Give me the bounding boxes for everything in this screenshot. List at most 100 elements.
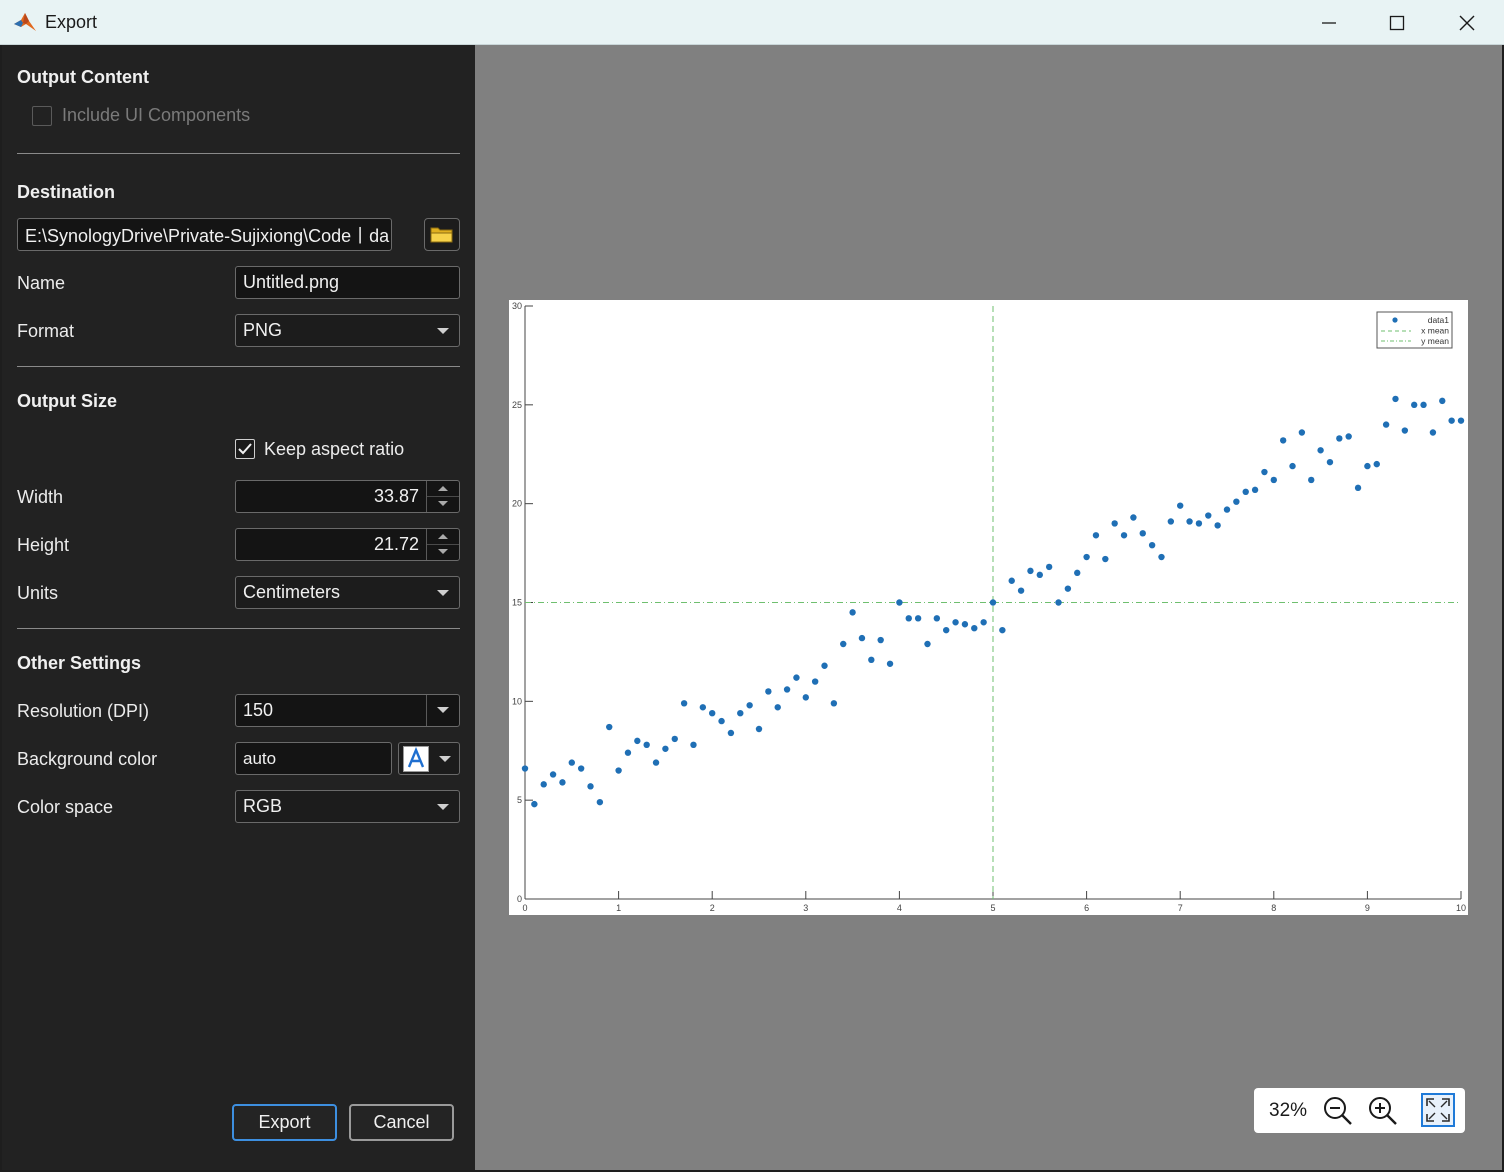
data-point <box>896 599 903 606</box>
stepper-divider <box>427 496 459 497</box>
data-point <box>1420 401 1427 409</box>
data-point <box>1261 468 1268 476</box>
fit-to-window-button[interactable] <box>1421 1093 1455 1127</box>
zoom-out-icon <box>1324 1097 1352 1125</box>
format-dropdown[interactable]: PNG <box>235 314 460 347</box>
checkmark-icon <box>238 443 252 455</box>
section-divider <box>17 366 460 367</box>
maximize-icon <box>1389 15 1405 30</box>
background-color-field[interactable]: auto <box>235 742 392 775</box>
data-point <box>1186 518 1193 525</box>
data-point <box>1017 587 1025 594</box>
width-label: Width <box>17 487 64 507</box>
data-point <box>1382 421 1390 428</box>
resolution-value: 150 <box>243 700 274 720</box>
maximize-button[interactable] <box>1362 0 1432 45</box>
chevron-down-icon <box>437 804 449 810</box>
zoom-out-button[interactable] <box>1322 1095 1354 1127</box>
resolution-dropdown-button[interactable] <box>426 695 459 726</box>
data-point <box>961 621 969 628</box>
data-point <box>1092 532 1100 539</box>
data-point <box>690 741 697 749</box>
increment-icon[interactable] <box>438 486 448 491</box>
data-point <box>886 660 894 667</box>
y-tick-label: 5 <box>517 795 522 805</box>
close-button[interactable] <box>1432 0 1502 45</box>
data-point <box>606 723 613 731</box>
increment-icon[interactable] <box>438 534 448 539</box>
width-spinner[interactable]: 33.87 <box>235 480 460 513</box>
data-point <box>793 674 800 681</box>
zoom-in-icon <box>1369 1097 1397 1125</box>
data-point <box>971 624 978 632</box>
data-point <box>624 749 632 756</box>
height-spinner[interactable]: 21.72 <box>235 528 460 561</box>
data-point <box>1429 429 1437 436</box>
resolution-label: Resolution (DPI) <box>17 701 150 721</box>
data-point <box>1074 569 1081 577</box>
minimize-button[interactable] <box>1294 0 1364 45</box>
include-ui-checkbox[interactable] <box>32 106 52 126</box>
export-button[interactable]: Export <box>232 1104 337 1141</box>
color-space-dropdown[interactable]: RGB <box>235 790 460 823</box>
data-point <box>830 700 838 707</box>
resolution-combobox[interactable]: 150 <box>235 694 460 727</box>
chevron-down-icon <box>437 590 449 596</box>
keep-aspect-ratio-checkbox[interactable] <box>235 439 255 459</box>
x-tick-label: 3 <box>803 903 808 913</box>
data-point <box>643 741 650 749</box>
data-point <box>1308 476 1315 484</box>
data-point <box>1027 567 1034 575</box>
color-picker-button[interactable] <box>398 742 460 775</box>
legend-marker-data1 <box>1392 317 1398 323</box>
width-value: 33.87 <box>373 486 419 506</box>
data-point <box>905 615 912 622</box>
decrement-icon[interactable] <box>438 501 448 506</box>
data-point <box>952 619 959 626</box>
data-point <box>699 704 707 711</box>
data-point <box>755 725 763 733</box>
browse-folder-button[interactable] <box>424 218 460 251</box>
data-point <box>849 609 856 616</box>
data-point <box>1345 433 1352 440</box>
data-point <box>943 626 950 634</box>
zoom-level: 32% <box>1269 1100 1308 1121</box>
data-point <box>924 640 931 648</box>
cancel-button[interactable]: Cancel <box>349 1104 454 1141</box>
data-point <box>709 709 716 717</box>
data-point <box>1167 518 1175 525</box>
zoom-in-button[interactable] <box>1367 1095 1399 1127</box>
data-point <box>914 615 922 622</box>
data-point <box>1223 506 1231 513</box>
data-point <box>1045 563 1053 571</box>
data-point <box>587 783 594 790</box>
data-point <box>662 745 669 752</box>
x-tick-label: 5 <box>990 903 995 913</box>
matlab-logo-icon <box>14 13 36 31</box>
data-point <box>1336 435 1343 442</box>
height-stepper[interactable] <box>426 529 459 560</box>
data-point <box>1008 577 1015 584</box>
width-stepper[interactable] <box>426 481 459 512</box>
title-bar: Export <box>0 0 1504 45</box>
chevron-down-icon <box>437 328 449 334</box>
data-point <box>718 717 725 725</box>
y-tick-label: 30 <box>512 301 522 311</box>
window-title: Export <box>45 12 98 32</box>
file-name-field[interactable]: Untitled.png <box>235 266 460 299</box>
data-point <box>765 688 772 695</box>
y-tick-label: 0 <box>517 894 522 904</box>
data-point <box>1448 417 1455 424</box>
data-point <box>1354 484 1362 492</box>
fit-to-window-icon <box>1426 1098 1450 1122</box>
data-point <box>989 599 997 606</box>
decrement-icon[interactable] <box>438 549 448 554</box>
data-point <box>737 709 744 717</box>
destination-path-field[interactable]: E:\SynologyDrive\Private-Sujixiong\Code丨… <box>17 218 392 251</box>
data-point <box>596 798 604 806</box>
close-icon <box>1459 15 1475 30</box>
legend-entry: y mean <box>1421 336 1449 346</box>
units-dropdown[interactable]: Centimeters <box>235 576 460 609</box>
preview-area: 0 1 2 3 4 5 6 7 8 9 10 0 5 10 15 20 25 30 data1 x mean y mea… <box>475 45 1502 1170</box>
